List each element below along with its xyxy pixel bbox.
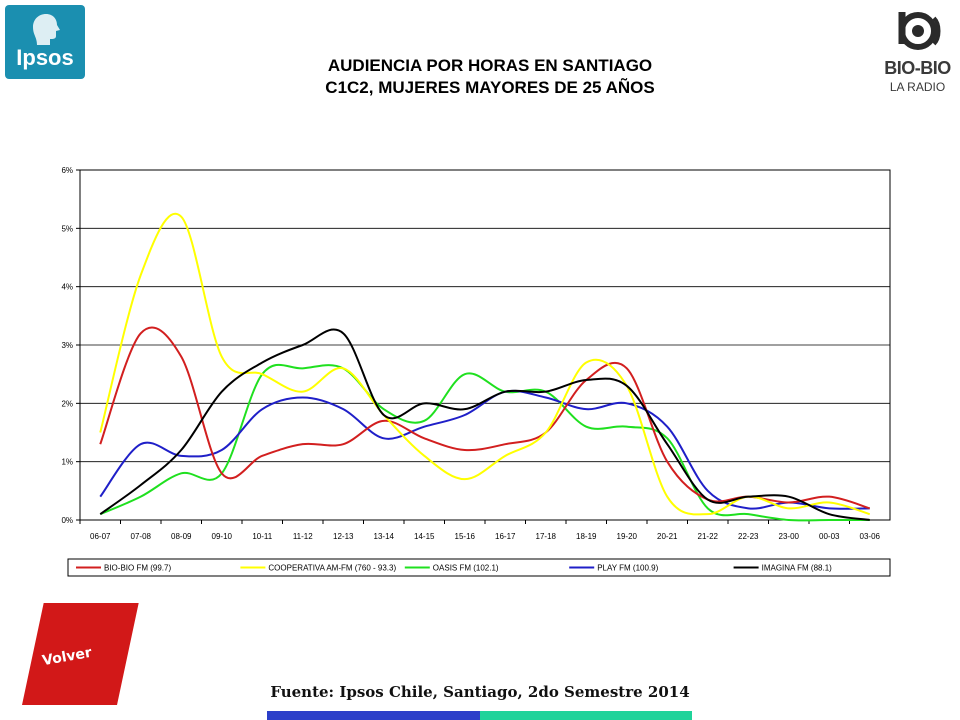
legend-label: IMAGINA FM (88.1) (762, 564, 833, 573)
series-line (99, 389, 870, 510)
ipsos-logo: Ipsos (5, 5, 85, 79)
biobio-symbol-icon (898, 12, 941, 50)
head-silhouette-icon (33, 14, 60, 45)
title-line-1: AUDIENCIA POR HORAS EN SANTIAGO (327, 56, 653, 75)
biobio-logo-sub: LA RADIO (889, 80, 946, 94)
x-tick-label: 17-18 (536, 532, 557, 541)
x-tick-label: 12-13 (333, 532, 354, 541)
series-line (99, 363, 870, 522)
x-tick-label: 08-09 (171, 532, 192, 541)
footer-bar-green (480, 711, 692, 720)
x-tick-label: 14-15 (414, 532, 435, 541)
x-tick-label: 23-00 (779, 532, 800, 541)
x-tick-label: 03-06 (860, 532, 881, 541)
footer-bar-blue (267, 711, 480, 720)
legend-label: BIO-BIO FM (99.7) (104, 564, 171, 573)
biobio-logo-name: BIO-BIO (884, 58, 951, 78)
y-tick-label: 2% (61, 399, 73, 408)
x-tick-label: 10-11 (252, 532, 272, 541)
x-tick-label: 09-10 (212, 532, 233, 541)
x-tick-label: 00-03 (819, 532, 840, 541)
legend-label: COOPERATIVA AM-FM (760 - 93.3) (268, 564, 396, 573)
y-tick-label: 4% (61, 283, 73, 292)
source-note: Fuente: Ipsos Chile, Santiago, 2do Semes… (270, 683, 690, 701)
legend-box (67, 558, 891, 577)
legend-label: OASIS FM (102.1) (433, 564, 499, 573)
ipsos-logo-text: Ipsos (16, 45, 74, 70)
legend-label: PLAY FM (100.9) (597, 564, 658, 573)
series-line (99, 328, 870, 521)
x-tick-label: 19-20 (617, 532, 638, 541)
x-tick-label: 16-17 (495, 532, 516, 541)
x-tick-label: 06-07 (90, 532, 111, 541)
y-tick-label: 1% (61, 458, 73, 467)
series-line (99, 213, 871, 516)
y-tick-label: 0% (61, 516, 73, 525)
volver-button[interactable]: Volver (22, 603, 139, 705)
x-tick-label: 22-23 (738, 532, 759, 541)
page-title: AUDIENCIA POR HORAS EN SANTIAGO C1C2, MU… (200, 55, 780, 99)
x-tick-label: 11-12 (293, 532, 313, 541)
y-tick-label: 6% (61, 166, 73, 175)
title-line-2: C1C2, MUJERES MAYORES DE 25 AÑOS (325, 78, 655, 97)
x-tick-label: 15-16 (455, 532, 476, 541)
x-tick-label: 20-21 (657, 532, 678, 541)
x-tick-label: 21-22 (698, 532, 719, 541)
x-tick-label: 07-08 (131, 532, 152, 541)
biobio-logo: BIO-BIO LA RADIO (880, 4, 955, 104)
x-tick-label: 18-19 (576, 532, 597, 541)
y-tick-label: 3% (61, 341, 73, 350)
series-line (99, 326, 871, 510)
x-tick-label: 13-14 (374, 532, 395, 541)
y-tick-label: 5% (61, 224, 73, 233)
